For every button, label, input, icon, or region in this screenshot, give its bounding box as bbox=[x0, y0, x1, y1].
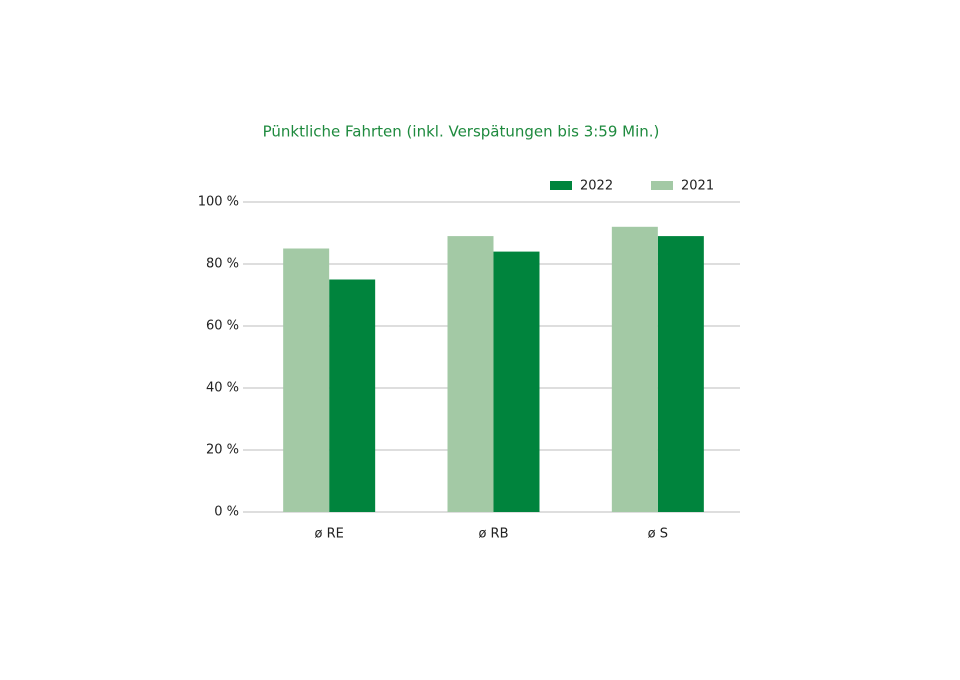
y-tick-label: 80 % bbox=[206, 257, 239, 272]
y-tick-label: 20 % bbox=[206, 443, 239, 458]
legend-swatch bbox=[550, 181, 572, 190]
bar bbox=[657, 236, 704, 512]
bar bbox=[283, 248, 330, 512]
legend-label: 2021 bbox=[681, 179, 714, 194]
y-tick-label: 100 % bbox=[198, 195, 239, 210]
x-tick-label: ø RB bbox=[478, 527, 508, 542]
bar bbox=[493, 251, 540, 512]
bar bbox=[611, 226, 658, 513]
bar bbox=[447, 236, 494, 512]
y-tick-label: 40 % bbox=[206, 381, 239, 396]
x-tick-label: ø S bbox=[648, 527, 668, 542]
legend-swatch bbox=[651, 181, 673, 190]
chart-title: Pünktliche Fahrten (inkl. Verspätungen b… bbox=[263, 123, 660, 141]
y-tick-label: 60 % bbox=[206, 319, 239, 334]
bar bbox=[329, 279, 376, 512]
y-tick-label: 0 % bbox=[214, 505, 239, 520]
x-tick-label: ø RE bbox=[314, 527, 343, 542]
legend-label: 2022 bbox=[580, 179, 613, 194]
